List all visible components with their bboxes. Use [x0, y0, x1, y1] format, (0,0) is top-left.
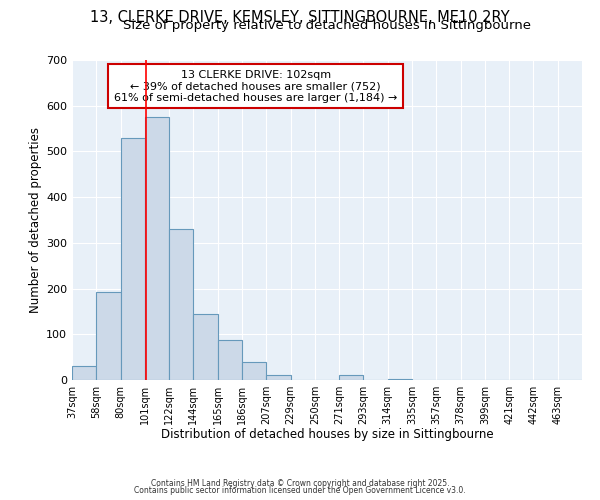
- Text: Contains public sector information licensed under the Open Government Licence v3: Contains public sector information licen…: [134, 486, 466, 495]
- Y-axis label: Number of detached properties: Number of detached properties: [29, 127, 42, 313]
- Bar: [218, 340, 242, 380]
- Bar: [193, 314, 218, 380]
- Bar: [145, 117, 169, 380]
- Bar: [388, 379, 412, 380]
- Bar: [339, 374, 364, 380]
- Bar: [242, 362, 266, 380]
- Text: 13 CLERKE DRIVE: 102sqm
← 39% of detached houses are smaller (752)
61% of semi-d: 13 CLERKE DRIVE: 102sqm ← 39% of detache…: [114, 70, 397, 103]
- Bar: [96, 292, 121, 380]
- Bar: [72, 366, 96, 380]
- Title: Size of property relative to detached houses in Sittingbourne: Size of property relative to detached ho…: [123, 20, 531, 32]
- Bar: [169, 229, 193, 380]
- Text: 13, CLERKE DRIVE, KEMSLEY, SITTINGBOURNE, ME10 2RY: 13, CLERKE DRIVE, KEMSLEY, SITTINGBOURNE…: [90, 10, 510, 25]
- X-axis label: Distribution of detached houses by size in Sittingbourne: Distribution of detached houses by size …: [161, 428, 493, 442]
- Bar: [121, 138, 145, 380]
- Bar: [266, 374, 290, 380]
- Text: Contains HM Land Registry data © Crown copyright and database right 2025.: Contains HM Land Registry data © Crown c…: [151, 478, 449, 488]
